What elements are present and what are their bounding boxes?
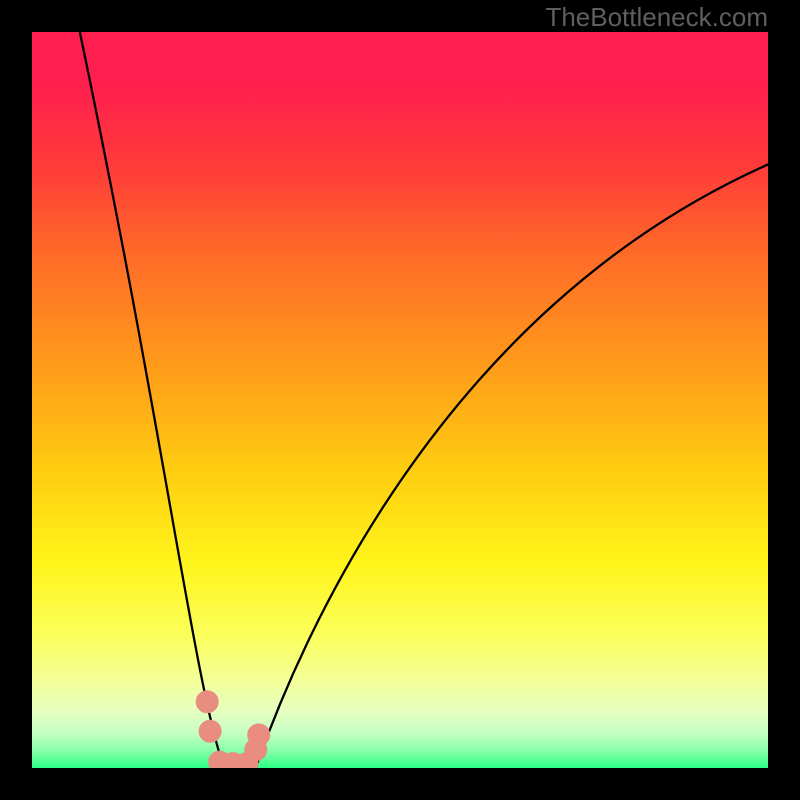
- gradient-background: [32, 32, 768, 768]
- plot-svg: [32, 32, 768, 768]
- watermark-text: TheBottleneck.com: [545, 2, 768, 33]
- chart-root: { "canvas": { "width": 800, "height": 80…: [0, 0, 800, 800]
- marker-dot: [199, 720, 221, 742]
- marker-dot: [196, 691, 218, 713]
- marker-dot: [248, 724, 270, 746]
- plot-area: [32, 32, 768, 768]
